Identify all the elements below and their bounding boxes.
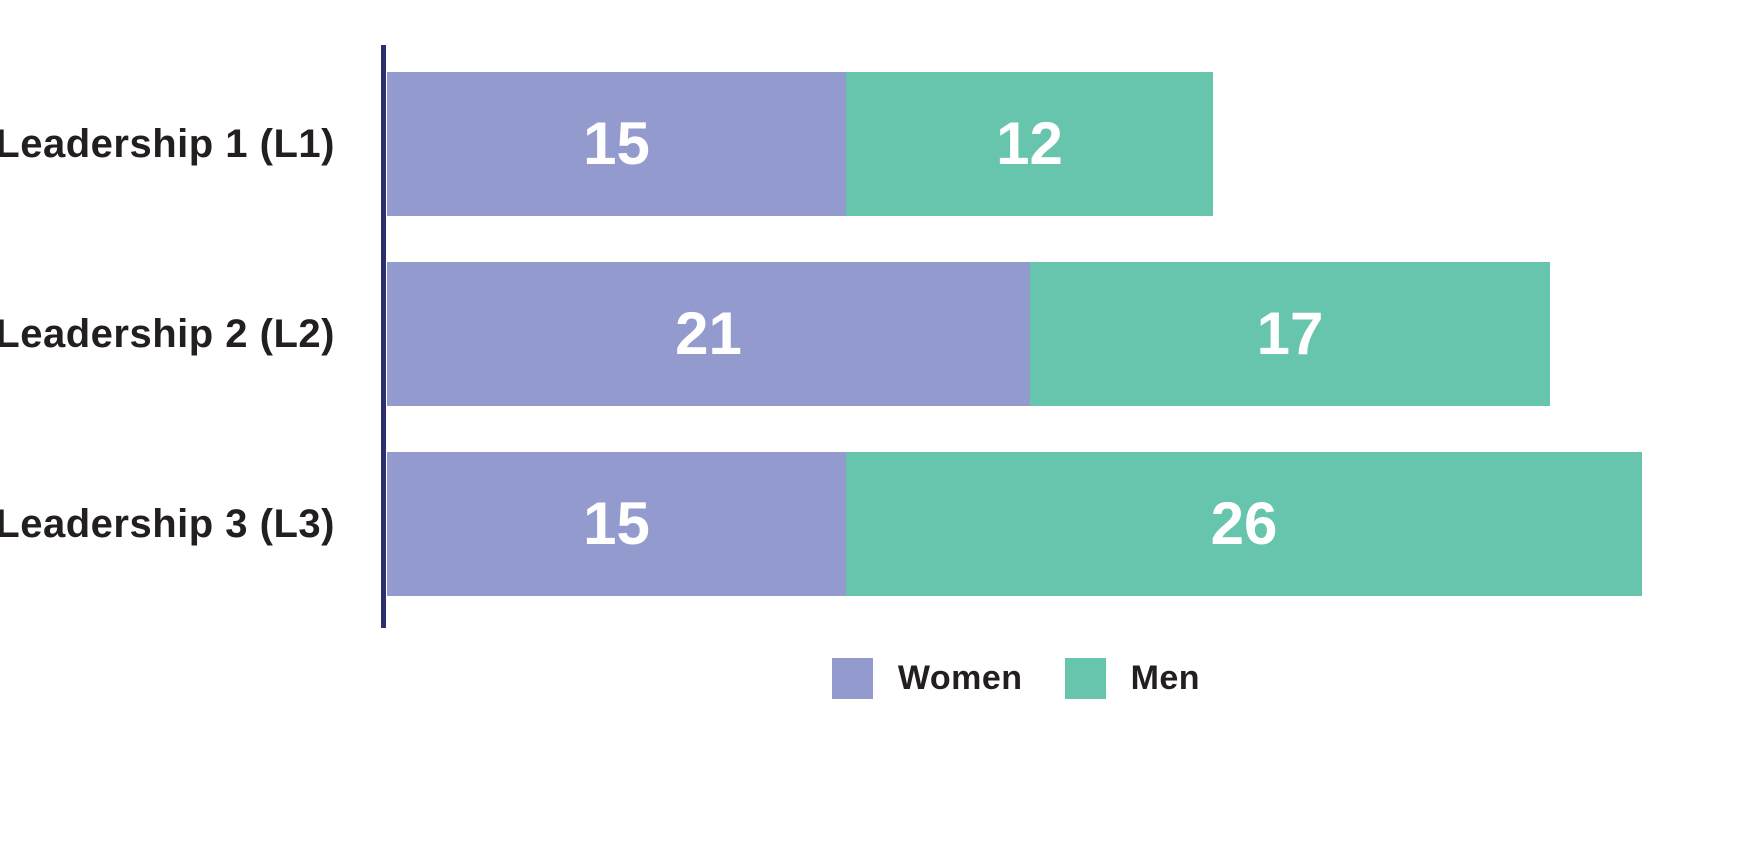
legend-item-men: Men <box>1064 658 1201 699</box>
category-label: Leadership 2 (L2) <box>0 311 335 356</box>
bar-segment-women: 15 <box>387 72 846 216</box>
chart-row: Leadership 3 (L3) 15 26 <box>0 452 1642 596</box>
bar-segment-men: 26 <box>846 452 1642 596</box>
bar-segment-women: 21 <box>387 262 1030 406</box>
category-label: Leadership 1 (L1) <box>0 121 335 166</box>
legend-item-women: Women <box>831 658 1023 699</box>
legend-swatch-men <box>1064 658 1106 699</box>
bar-segment-men: 17 <box>1030 262 1550 406</box>
chart-row: Leadership 2 (L2) 21 17 <box>0 262 1642 406</box>
bar-segment-men: 12 <box>846 72 1213 216</box>
legend-label: Men <box>1130 659 1201 697</box>
category-label: Leadership 3 (L3) <box>0 501 335 546</box>
y-axis-line <box>381 45 386 628</box>
bar-segment-women: 15 <box>387 452 846 596</box>
legend: Women Men <box>387 658 1645 699</box>
chart-row: Leadership 1 (L1) 15 12 <box>0 72 1642 216</box>
legend-label: Women <box>897 659 1023 697</box>
legend-swatch-women <box>831 658 873 699</box>
chart-rows: Leadership 1 (L1) 15 12 Leadership 2 (L2) 21… <box>0 72 1642 642</box>
